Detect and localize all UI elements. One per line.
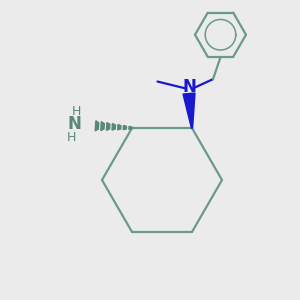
Text: N: N [182,78,196,96]
Polygon shape [106,123,110,130]
Polygon shape [123,125,127,130]
Polygon shape [112,124,116,130]
Polygon shape [101,122,104,130]
Text: H: H [72,105,82,118]
Polygon shape [183,93,195,128]
Polygon shape [118,124,121,130]
Text: N: N [68,115,81,133]
Polygon shape [129,126,132,129]
Polygon shape [95,121,99,131]
Text: H: H [67,131,76,144]
